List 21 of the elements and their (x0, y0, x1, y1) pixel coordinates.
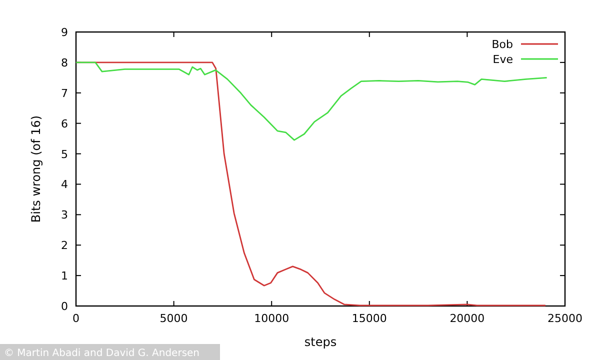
x-tick-label: 20000 (450, 312, 485, 325)
line-series (75, 62, 548, 141)
y-tick-label: 5 (61, 148, 68, 161)
x-axis-title: steps (304, 335, 337, 349)
y-tick-label: 0 (61, 300, 68, 313)
x-tick-label: 15000 (352, 312, 387, 325)
y-tick-label: 4 (61, 178, 68, 192)
y-tick-label: 2 (61, 239, 68, 252)
y-tick-label: 6 (61, 117, 68, 130)
y-tick-label: 9 (61, 26, 68, 39)
x-tick-label: 5000 (160, 312, 188, 325)
x-tick-label: 10000 (254, 312, 290, 325)
legend-label: Eve (492, 53, 514, 66)
x-tick-label: 0 (72, 312, 80, 325)
y-tick-label: 1 (61, 270, 68, 283)
y-tick-label: 8 (61, 56, 68, 70)
y-tick-label: 3 (61, 208, 68, 222)
legend-label: Bob (492, 38, 514, 51)
x-tick-label: 25000 (548, 312, 582, 325)
y-axis-title: Bits wrong (of 16) (29, 115, 43, 223)
y-tick-label: 7 (61, 86, 68, 100)
